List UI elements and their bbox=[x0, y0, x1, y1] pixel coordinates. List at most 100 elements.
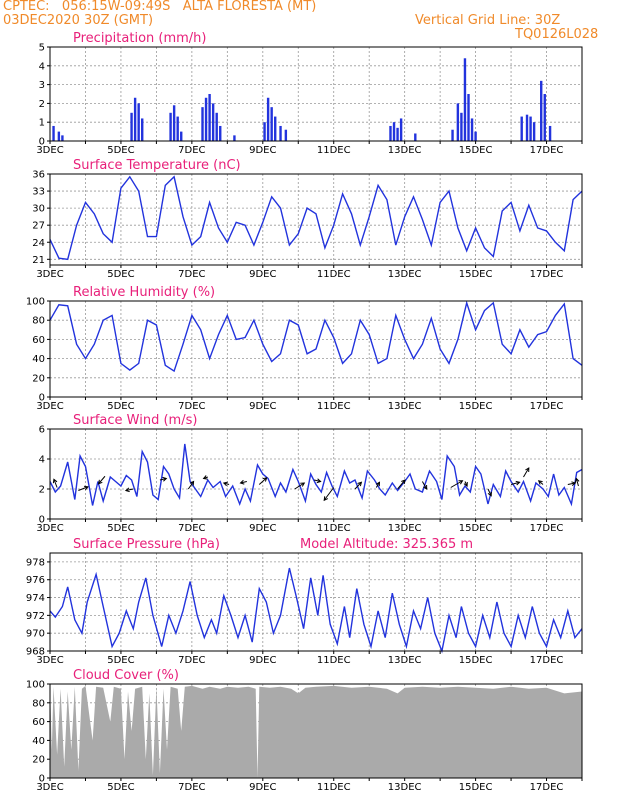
y-tick-label: 2 bbox=[39, 99, 45, 110]
y-tick-label: 972 bbox=[26, 611, 45, 622]
precip-bar bbox=[467, 94, 470, 141]
temp-frame bbox=[49, 173, 583, 266]
wind-line bbox=[49, 443, 583, 507]
pres-frame bbox=[49, 552, 583, 652]
x-tick-label: 17DEC bbox=[530, 655, 564, 666]
x-tick-label: 7DEC bbox=[178, 401, 205, 412]
y-tick-label: 30 bbox=[32, 204, 45, 215]
precip-bar bbox=[532, 122, 536, 141]
y-tick-label: 60 bbox=[32, 335, 45, 346]
precip-bar bbox=[529, 116, 532, 141]
precip-bar bbox=[389, 125, 392, 141]
wind-vector bbox=[202, 475, 208, 480]
y-tick-label: 970 bbox=[26, 629, 45, 640]
rh-line bbox=[49, 300, 583, 373]
x-tick-label: 17DEC bbox=[530, 145, 564, 156]
y-tick-label: 1 bbox=[39, 118, 45, 129]
precip-bar bbox=[279, 125, 282, 141]
x-tick-label: 9DEC bbox=[249, 269, 276, 280]
x-tick-label: 11DEC bbox=[317, 145, 351, 156]
x-tick-label: 3DEC bbox=[36, 523, 63, 534]
x-tick-label: 13DEC bbox=[388, 782, 422, 793]
wind-vector bbox=[78, 485, 89, 491]
x-tick-label: 13DEC bbox=[388, 269, 422, 280]
precip-bar bbox=[399, 118, 403, 141]
y-tick-label: 976 bbox=[26, 575, 45, 586]
wind-vector bbox=[375, 481, 381, 488]
y-tick-label: 974 bbox=[26, 593, 45, 604]
x-tick-label: 5DEC bbox=[107, 523, 134, 534]
x-tick-label: 15DEC bbox=[459, 655, 493, 666]
wind-vector bbox=[450, 480, 464, 488]
wind-vector bbox=[97, 475, 106, 485]
precip-bar bbox=[543, 94, 546, 141]
x-tick-label: 5DEC bbox=[107, 269, 134, 280]
precip-bar bbox=[130, 112, 133, 141]
precip-bar bbox=[208, 94, 211, 141]
precip-bar bbox=[392, 122, 396, 141]
precip-bar bbox=[263, 122, 266, 141]
x-tick-label: 11DEC bbox=[317, 523, 351, 534]
temp-line bbox=[49, 175, 583, 261]
y-tick-label: 24 bbox=[32, 238, 45, 249]
y-tick-label: 978 bbox=[26, 557, 45, 568]
precip-bar bbox=[414, 133, 417, 141]
precip-bar bbox=[274, 116, 277, 141]
header-station: CPTEC: 056:15W-09:49S ALTA FLORESTA (MT) bbox=[3, 0, 317, 14]
wind-vector bbox=[239, 479, 247, 485]
x-tick-label: 9DEC bbox=[249, 145, 276, 156]
wind-vector bbox=[314, 478, 322, 484]
precip-bar bbox=[525, 114, 529, 141]
precip-bar bbox=[460, 112, 463, 141]
y-tick-label: 0 bbox=[39, 137, 45, 148]
y-tick-label: 6 bbox=[39, 425, 45, 436]
precip-bar bbox=[52, 125, 55, 141]
y-tick-label: 2 bbox=[39, 485, 45, 496]
temp-grid bbox=[49, 173, 583, 265]
x-tick-label: 3DEC bbox=[36, 401, 63, 412]
header-date: 03DEC2020 30Z (GMT) bbox=[3, 13, 154, 28]
y-tick-label: 0 bbox=[39, 774, 45, 785]
y-tick-label: 27 bbox=[32, 221, 45, 232]
x-tick-label: 5DEC bbox=[107, 145, 134, 156]
x-tick-label: 3DEC bbox=[36, 782, 63, 793]
pres-title: Surface Pressure (hPa) bbox=[73, 537, 220, 552]
cloud-area bbox=[50, 684, 582, 778]
wind-vector bbox=[187, 480, 195, 490]
precip-bar bbox=[169, 112, 172, 141]
x-tick-label: 9DEC bbox=[249, 523, 276, 534]
precip-bar bbox=[211, 103, 215, 141]
y-tick-label: 60 bbox=[32, 717, 45, 728]
y-tick-label: 5 bbox=[39, 43, 45, 54]
x-tick-label: 7DEC bbox=[178, 655, 205, 666]
precip-bar bbox=[137, 103, 140, 141]
precip-bar bbox=[133, 97, 137, 141]
wind-vector bbox=[574, 477, 580, 487]
x-tick-label: 17DEC bbox=[530, 523, 564, 534]
precip-bar bbox=[233, 135, 236, 141]
precip-bar bbox=[176, 116, 179, 141]
cloud-frame bbox=[49, 683, 583, 779]
precip-bar bbox=[204, 97, 208, 141]
y-tick-label: 4 bbox=[39, 455, 45, 466]
temp-title: Surface Temperature (nC) bbox=[73, 158, 241, 173]
x-tick-label: 5DEC bbox=[107, 655, 134, 666]
y-tick-label: 36 bbox=[32, 170, 45, 181]
wind-vector bbox=[421, 481, 428, 490]
precip-bar bbox=[284, 129, 288, 141]
x-tick-label: 11DEC bbox=[317, 655, 351, 666]
wind-vector bbox=[567, 481, 577, 486]
wind-vector bbox=[463, 481, 468, 487]
x-tick-label: 9DEC bbox=[249, 655, 276, 666]
x-tick-label: 15DEC bbox=[459, 145, 493, 156]
y-tick-label: 33 bbox=[32, 187, 45, 198]
y-tick-label: 20 bbox=[32, 373, 45, 384]
precip-bar bbox=[396, 127, 399, 141]
y-tick-label: 80 bbox=[32, 698, 45, 709]
x-tick-label: 3DEC bbox=[36, 655, 63, 666]
wind-title: Surface Wind (m/s) bbox=[73, 413, 197, 428]
pres-line bbox=[49, 567, 583, 654]
wind-vector bbox=[52, 478, 58, 488]
cloud-title: Cloud Cover (%) bbox=[73, 668, 179, 683]
